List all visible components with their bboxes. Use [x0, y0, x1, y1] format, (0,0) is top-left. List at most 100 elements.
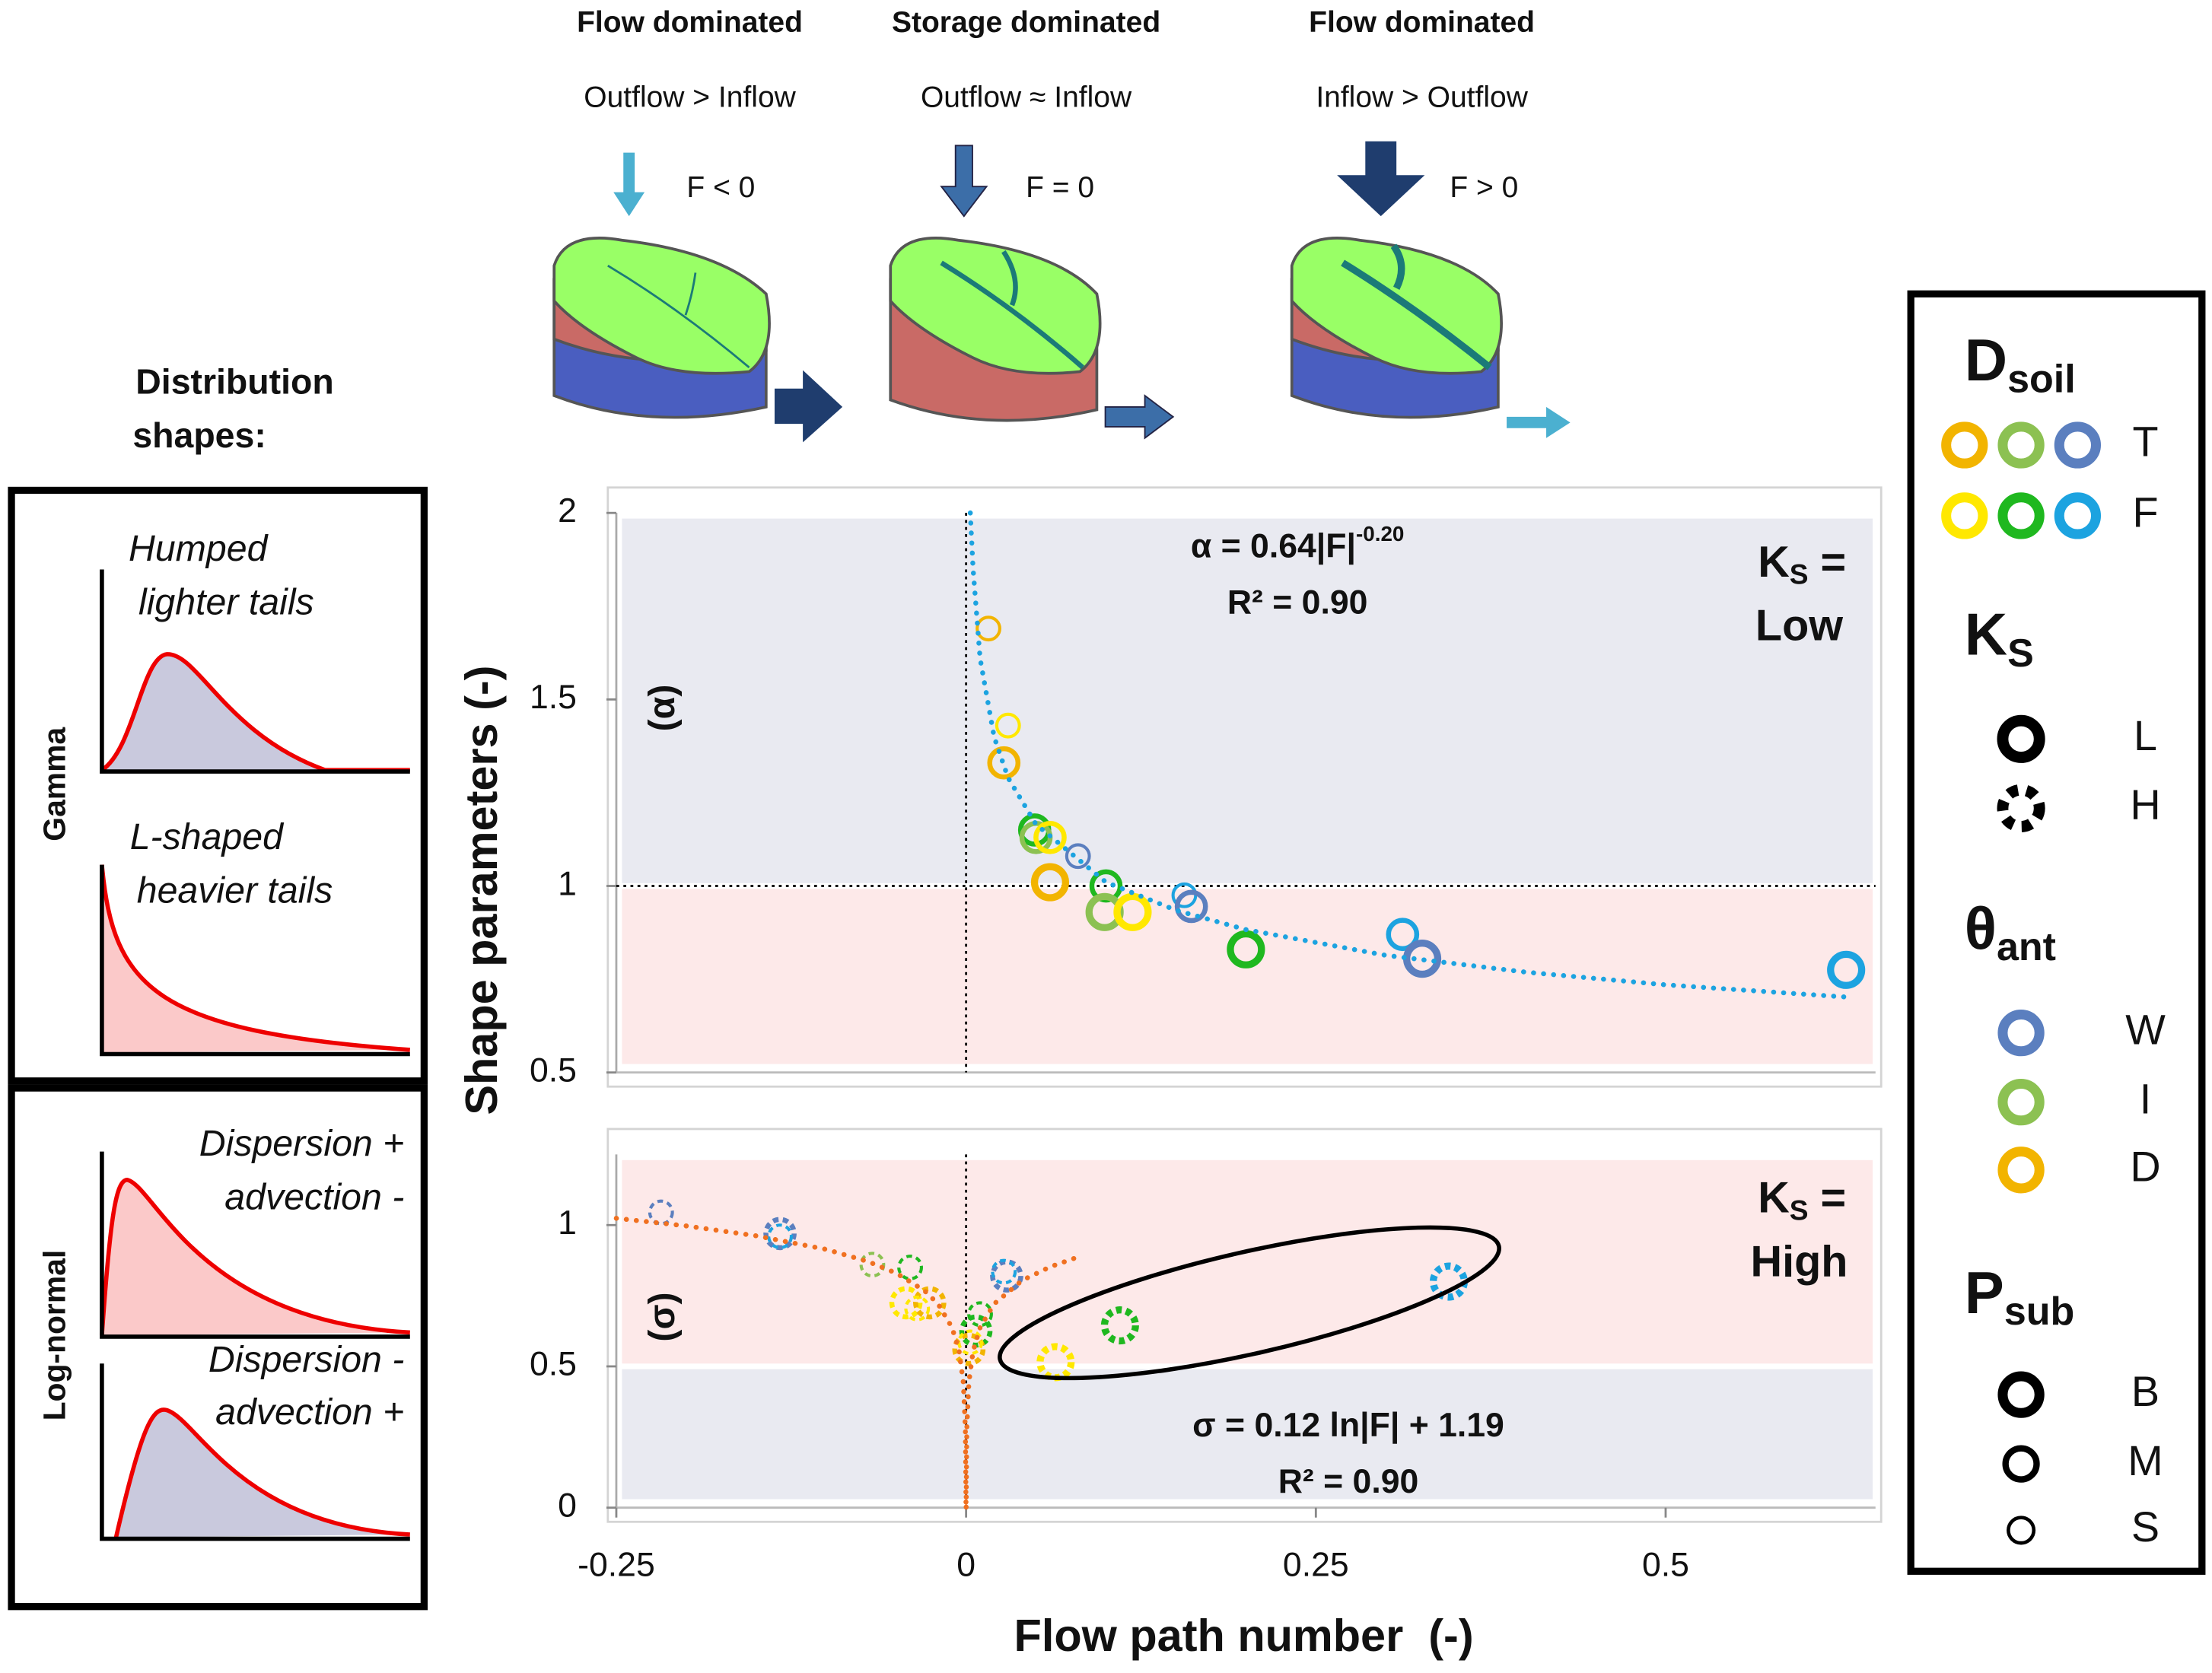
regime-condition: F < 0	[686, 171, 755, 204]
data-point	[1386, 918, 1420, 952]
data-point	[1113, 892, 1152, 931]
data-point	[1227, 930, 1265, 968]
data-point	[897, 1255, 923, 1280]
legend-label: D	[2130, 1143, 2160, 1191]
data-point	[889, 1286, 923, 1320]
data-point	[913, 1286, 947, 1320]
shape-label: lighter tails	[138, 582, 314, 623]
legend-label: F	[2133, 489, 2159, 536]
legend-title: Psub	[1965, 1259, 2074, 1334]
mini-axes	[100, 569, 410, 1541]
data-point	[987, 746, 1021, 780]
corner-label-part: K	[1758, 538, 1790, 587]
legend-label: L	[2134, 712, 2157, 759]
catchment-slab	[889, 237, 1102, 422]
shade-above	[622, 1159, 1873, 1364]
data-point	[991, 1258, 1017, 1285]
equation-part: -0.20	[1356, 522, 1404, 545]
legend-key	[1997, 784, 2045, 832]
data-point	[648, 1199, 674, 1226]
legend-key	[2054, 492, 2102, 539]
legend-title-part: K	[1965, 600, 2007, 667]
legend-key	[1941, 492, 1988, 539]
fit-line	[613, 1216, 1081, 1510]
catchment-slab	[1290, 237, 1503, 419]
legend-title: θant	[1965, 894, 2056, 968]
legend-key	[1997, 1079, 2045, 1126]
outflow-arrow	[1507, 406, 1571, 438]
regime-title: Flow dominated	[577, 6, 803, 39]
corner-label-part: S	[1790, 558, 1809, 590]
panel-label: (α)	[641, 685, 683, 732]
regime-relation: Outflow ≈ Inflow	[921, 81, 1132, 113]
distribution-group: Gamma	[37, 727, 72, 841]
legend-key	[1941, 421, 1988, 469]
legend-key	[2054, 421, 2102, 469]
data-point	[976, 615, 1001, 642]
legend-label: M	[2128, 1437, 2163, 1484]
legend-title-part: soil	[2007, 357, 2076, 401]
shade-below	[622, 1369, 1873, 1500]
equation-part: σ = 0.12 ln|F| + 1.19	[1192, 1407, 1504, 1445]
legend-title-part: P	[1965, 1259, 2004, 1326]
data-point	[967, 1301, 993, 1328]
corner-label: KS =	[1758, 1174, 1846, 1226]
curve	[100, 864, 410, 1052]
fit-line	[967, 510, 1851, 1000]
shape-label: Humped	[129, 528, 269, 569]
distribution-panel	[8, 486, 428, 1611]
y-tick-label: 0.5	[530, 1346, 577, 1383]
data-point	[859, 1252, 886, 1278]
equation: σ = 0.12 ln|F| + 1.19	[1192, 1407, 1504, 1445]
legend-title-part: θ	[1965, 894, 1997, 961]
shape-label: advection +	[215, 1392, 404, 1433]
y-tick-label: 2	[558, 492, 577, 530]
distribution-title: Distribution	[135, 361, 333, 401]
x-tick-label: 0.5	[1642, 1546, 1689, 1583]
legend-key	[1997, 421, 2045, 469]
regime-relation: Outflow > Inflow	[584, 81, 796, 113]
annotation-ellipse	[998, 1225, 1501, 1381]
curve-fill	[101, 1179, 410, 1336]
corner-label: High	[1751, 1237, 1848, 1286]
corner-label: KS =	[1758, 538, 1846, 590]
y-axis-label: Shape parameters (-)	[456, 666, 507, 1115]
legend-title-part: sub	[2004, 1290, 2074, 1334]
corner-label-part: =	[1809, 538, 1847, 587]
curve	[100, 1178, 410, 1336]
panel-label: (σ)	[641, 1292, 683, 1341]
outflow-arrow	[1104, 394, 1175, 440]
r-squared: R² = 0.90	[1278, 1463, 1419, 1500]
legend-label: I	[2140, 1075, 2151, 1122]
data-point	[763, 1217, 797, 1251]
curve-fill	[116, 1409, 410, 1538]
data-point	[1030, 863, 1070, 902]
legend-title: KS	[1965, 600, 2034, 675]
legend-title-part: D	[1965, 326, 2007, 393]
regime-condition: F > 0	[1450, 171, 1518, 204]
y-tick-label: 1.5	[530, 679, 577, 716]
schematic	[552, 141, 1571, 443]
legend-title-part: ant	[1997, 925, 2056, 969]
data-point	[904, 1295, 931, 1322]
inflow-arrow	[940, 145, 988, 218]
legend-title-part: S	[2007, 631, 2034, 676]
legend-key	[1997, 492, 2045, 539]
distribution-group: Log-normal	[37, 1250, 72, 1421]
data-point	[1100, 1306, 1139, 1345]
gamma-box	[8, 486, 428, 1085]
data-point	[1174, 889, 1208, 924]
curve	[100, 652, 410, 772]
regime-title: Storage dominated	[892, 6, 1160, 39]
inflow-arrow	[1337, 141, 1425, 217]
legend-key	[1997, 1371, 2045, 1418]
data-point	[995, 712, 1021, 739]
shade-above	[622, 518, 1873, 883]
data-point	[957, 1329, 984, 1356]
y-tick-label: 1	[558, 1204, 577, 1242]
regime-condition: F = 0	[1026, 171, 1094, 204]
legend-title: Dsoil	[1965, 326, 2076, 401]
curve	[113, 1407, 410, 1538]
